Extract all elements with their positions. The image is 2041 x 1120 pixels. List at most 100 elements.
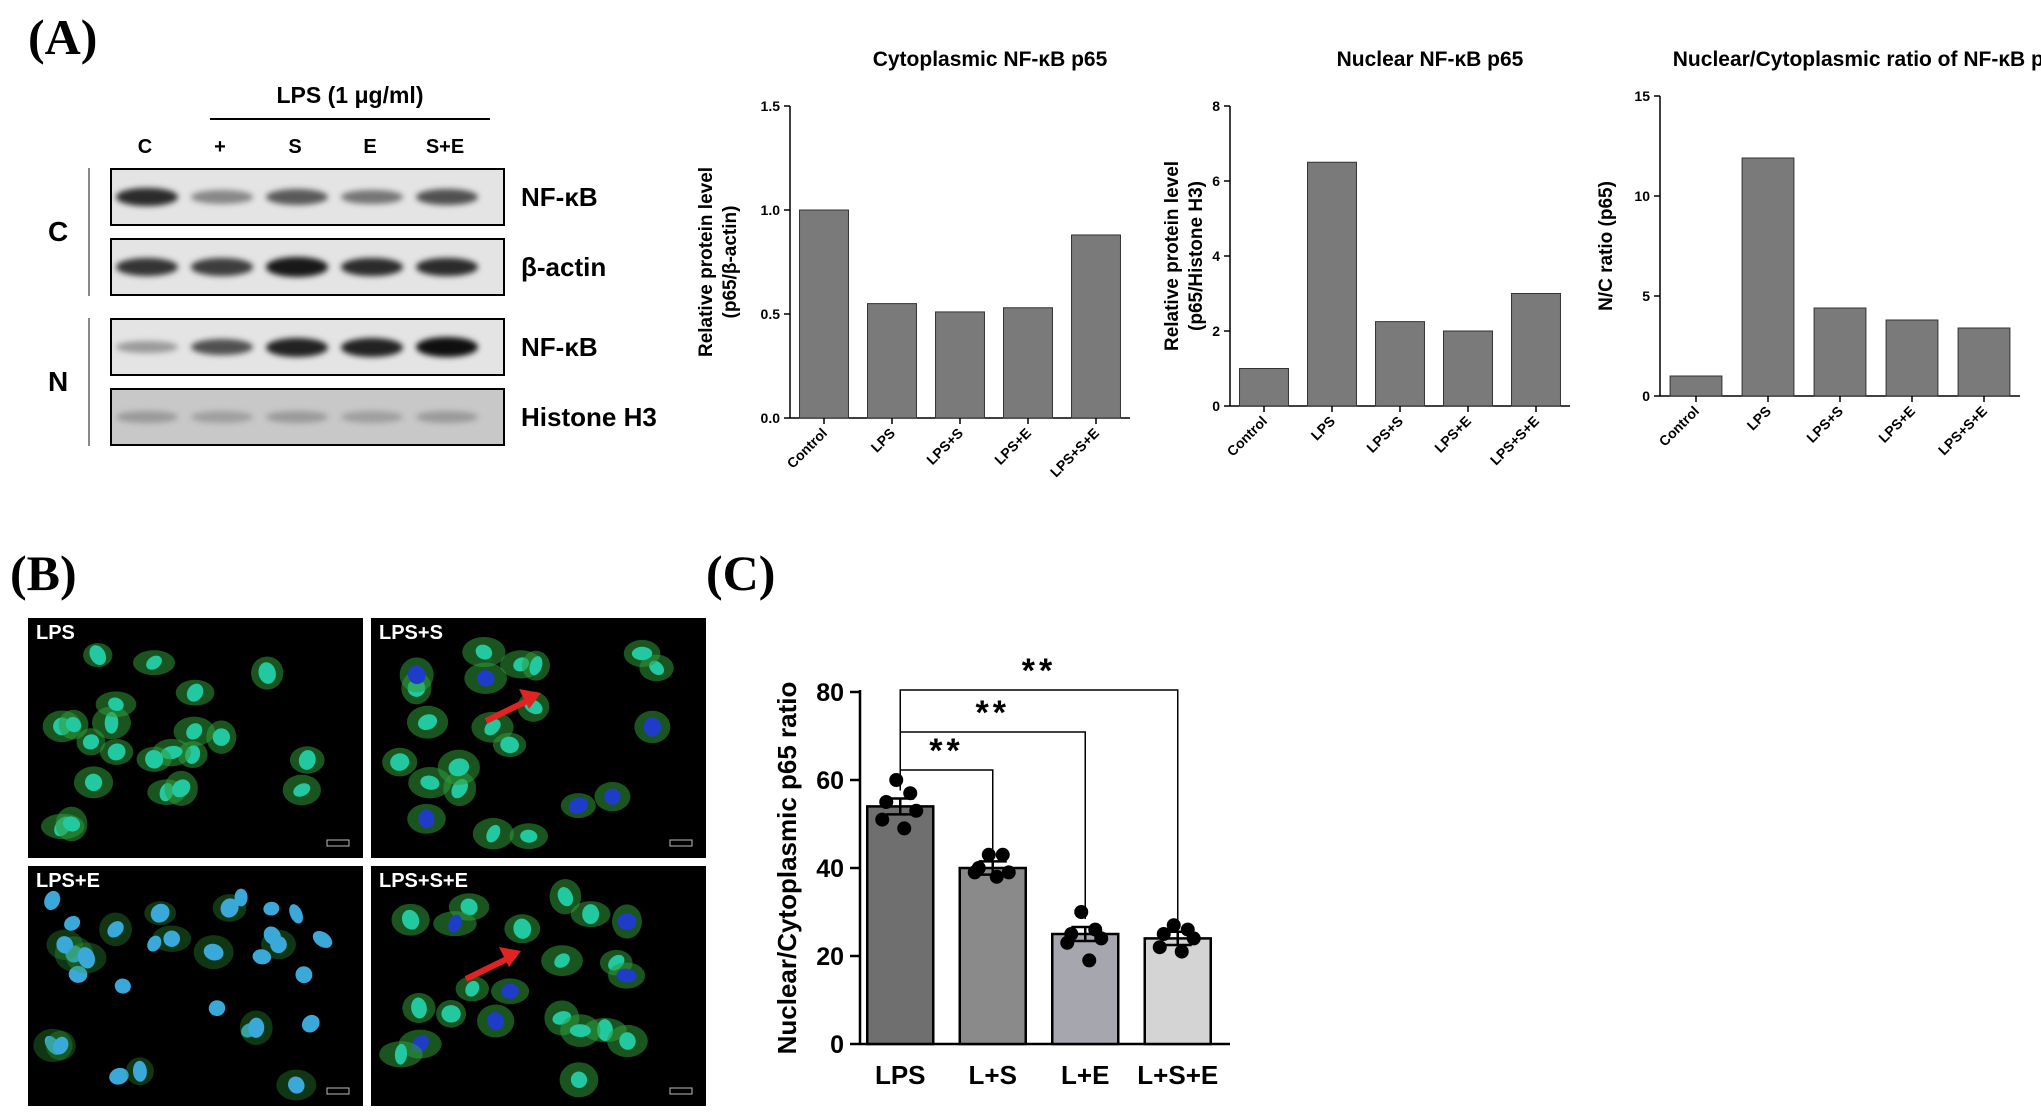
- y-tick-label: 15: [1634, 88, 1650, 104]
- y-tick-label: 60: [816, 767, 844, 795]
- cell-nucleus: [301, 1014, 320, 1033]
- treatment-header-line: [210, 118, 490, 120]
- blot-band: [191, 338, 253, 356]
- cell-nucleus: [312, 931, 333, 948]
- cell-nucleus: [465, 980, 480, 997]
- cell-nucleus: [298, 750, 316, 770]
- cell-nucleus: [289, 904, 303, 924]
- cell-nucleus: [619, 1032, 636, 1050]
- cell-nucleus: [401, 909, 420, 930]
- cell-nucleus: [220, 898, 239, 918]
- x-tick-label: LPS+S+E: [1047, 425, 1102, 480]
- micrograph: LPS+S+E: [371, 866, 706, 1106]
- cell-nucleus: [520, 829, 538, 843]
- blot-band: [266, 189, 328, 205]
- cell-nucleus: [460, 898, 478, 916]
- bar: [1375, 321, 1425, 407]
- bar: [958, 866, 1027, 1046]
- x-tick-label: LPS+S: [1803, 403, 1846, 446]
- data-point: [981, 847, 996, 862]
- data-point: [1156, 927, 1171, 941]
- cell-nucleus: [150, 903, 170, 923]
- blot-row-label: β-actin: [521, 252, 607, 282]
- cell-nucleus: [263, 926, 281, 945]
- significance-label: **: [976, 694, 1010, 732]
- x-tick-label: LPS: [1308, 413, 1339, 444]
- y-tick-label: 2: [1212, 323, 1220, 339]
- blot-band: [116, 340, 178, 354]
- panel-label-a: (A): [28, 9, 98, 65]
- x-tick-label: L+S+E: [1137, 1060, 1218, 1090]
- chart-title: Nuclear NF-κB p65: [1337, 48, 1524, 71]
- cell-nucleus: [604, 788, 621, 805]
- bar: [867, 303, 917, 419]
- cell-nucleus: [147, 935, 162, 952]
- significance-bracket: [899, 689, 1179, 924]
- x-tick-label: LPS: [868, 425, 899, 456]
- blot-band: [341, 189, 403, 205]
- cell-nucleus: [163, 930, 181, 947]
- y-tick-label: 1.5: [761, 98, 781, 114]
- bar: [1239, 368, 1289, 407]
- cell-nucleus: [448, 758, 470, 777]
- cell-nucleus: [616, 968, 637, 983]
- bar: [1669, 375, 1723, 397]
- data-point: [967, 865, 982, 880]
- lane-label: E: [363, 136, 377, 158]
- micrograph-label: LPS: [36, 622, 75, 644]
- blot-band: [416, 410, 478, 424]
- bar: [1051, 932, 1120, 1046]
- data-point: [889, 773, 904, 787]
- x-tick-label: LPS+S: [1363, 413, 1406, 456]
- y-axis-label: (p65/β-actin): [720, 206, 741, 319]
- chart-title: Cytoplasmic NF-κB p65: [873, 48, 1108, 71]
- y-tick-label: 4: [1212, 248, 1220, 264]
- cell-nucleus: [418, 809, 435, 829]
- cell-nucleus: [203, 943, 224, 961]
- micrograph: LPS: [28, 618, 363, 858]
- blot-row-label: NF-κB: [521, 182, 598, 212]
- arrow-head-icon: [519, 689, 541, 709]
- cell-nucleus: [582, 904, 600, 925]
- cell-nucleus: [487, 1012, 504, 1031]
- cell-nucleus: [501, 983, 519, 999]
- cell-nucleus: [64, 915, 81, 931]
- scale-bar: [669, 839, 693, 847]
- micrograph: LPS+E: [28, 866, 363, 1106]
- cell-nucleus: [394, 1043, 408, 1065]
- lane-label: S+E: [425, 136, 465, 158]
- x-tick-label: LPS: [1744, 403, 1775, 434]
- chart-nc-ratio-p65: Nuclear/Cytoplasmic ratio of NF-κB p65 0 5…: [1596, 48, 2041, 458]
- data-point: [995, 847, 1010, 862]
- blot-band: [416, 257, 478, 277]
- scale-bar: [326, 839, 350, 847]
- data-point: [879, 795, 894, 809]
- cell-nucleus: [475, 644, 493, 660]
- y-tick-label: 40: [816, 855, 844, 883]
- bar: [1813, 307, 1867, 397]
- panel-label-c: (C): [706, 545, 776, 601]
- cell-nucleus: [146, 655, 162, 670]
- bar: [799, 209, 849, 419]
- data-point: [903, 786, 918, 801]
- y-tick-label: 0.5: [761, 306, 781, 322]
- blot-band: [191, 190, 253, 204]
- fraction-label: N: [48, 366, 69, 397]
- scale-bar: [669, 1087, 693, 1095]
- bar: [1741, 157, 1795, 397]
- fraction-label: C: [48, 216, 69, 247]
- cell-nucleus: [295, 966, 313, 984]
- cell-nucleus: [89, 645, 107, 666]
- cell-nucleus: [631, 646, 653, 661]
- y-tick-label: 0: [830, 1031, 844, 1059]
- cell-nucleus: [557, 887, 574, 907]
- blot-band: [191, 410, 253, 424]
- cell-nucleus: [554, 953, 570, 968]
- cell-nucleus: [529, 656, 543, 676]
- cell-nucleus: [252, 949, 272, 965]
- cell-nucleus: [407, 665, 426, 685]
- x-tick-label: LPS+E: [1431, 413, 1474, 456]
- chart-title: Nuclear/Cytoplasmic ratio of NF-κB p65: [1673, 48, 2041, 71]
- y-axis-label: Nuclear/Cytoplasmic p65 ratio: [772, 682, 802, 1055]
- cell-nucleus: [145, 749, 164, 769]
